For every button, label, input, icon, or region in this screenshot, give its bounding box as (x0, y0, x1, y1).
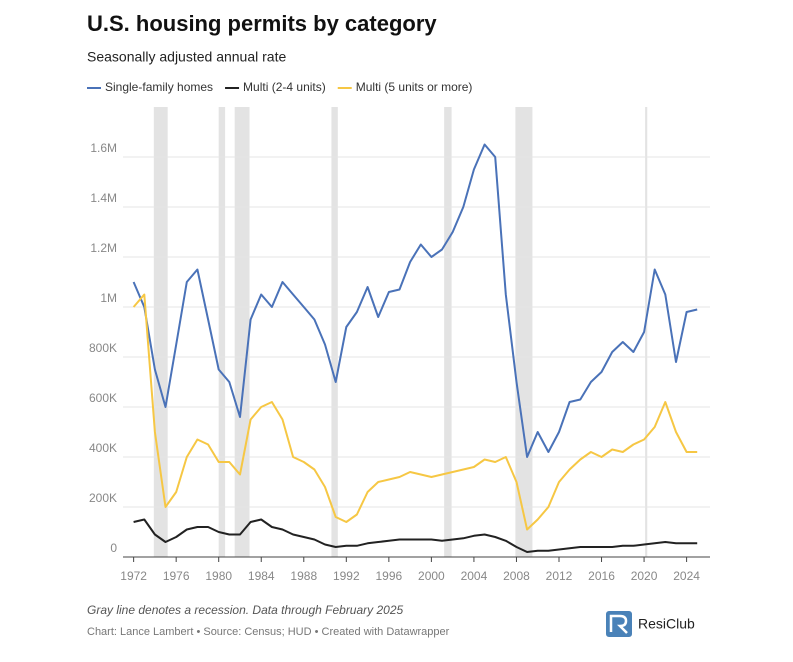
x-tick-label: 2008 (503, 569, 530, 583)
recession-band (444, 107, 452, 557)
x-tick-label: 1992 (333, 569, 360, 583)
credit: Chart: Lance Lambert • Source: Census; H… (87, 626, 450, 638)
chart-title: U.S. housing permits by category (87, 11, 437, 36)
y-tick-label: 800K (89, 341, 117, 355)
x-tick-label: 2012 (546, 569, 573, 583)
y-tick-label: 1.4M (90, 191, 117, 205)
legend-label: Single-family homes (105, 80, 213, 94)
series-line (133, 518, 698, 553)
x-tick-label: 1984 (248, 569, 275, 583)
recession-band (153, 107, 168, 557)
chart-subtitle: Seasonally adjusted annual rate (87, 49, 286, 65)
brand: ResiClub (638, 616, 695, 632)
x-tick-label: 1972 (120, 569, 147, 583)
recession-band (218, 107, 226, 557)
plot-area: 0 200K 400K 600K 800K 1M 1.2M 1.4M 1.6M 1972 1976 1… (89, 107, 710, 583)
x-tick-label: 1976 (163, 569, 190, 583)
legend: Single-family homes Multi (2-4 units) Mult… (87, 80, 472, 94)
series-line (132, 143, 698, 458)
recession-band (515, 107, 533, 557)
y-tick-label: 600K (89, 391, 117, 405)
y-tick-label: 1.2M (90, 241, 117, 255)
y-tick-label: 400K (89, 441, 117, 455)
x-tick-label: 1988 (290, 569, 317, 583)
recession-band (331, 107, 338, 557)
x-tick-label: 2016 (588, 569, 615, 583)
legend-label: Multi (2-4 units) (243, 80, 326, 94)
y-tick-label: 0 (110, 541, 117, 555)
recession-band (234, 107, 250, 557)
logo-letter (609, 614, 628, 634)
legend-label: Multi (5 units or more) (356, 80, 473, 94)
x-tick-label: 2024 (673, 569, 700, 583)
recession-band (645, 107, 648, 557)
x-tick-label: 1996 (375, 569, 402, 583)
y-tick-label: 1M (100, 291, 117, 305)
y-tick-label: 1.6M (90, 141, 117, 155)
series-line (132, 293, 698, 531)
x-tick-label: 2000 (418, 569, 445, 583)
note: Gray line denotes a recession. Data thro… (87, 603, 404, 617)
x-tick-label: 1980 (205, 569, 232, 583)
y-tick-label: 200K (89, 491, 117, 505)
x-tick-label: 2020 (631, 569, 658, 583)
logo: ResiClub (606, 611, 695, 637)
x-tick-label: 2004 (461, 569, 488, 583)
